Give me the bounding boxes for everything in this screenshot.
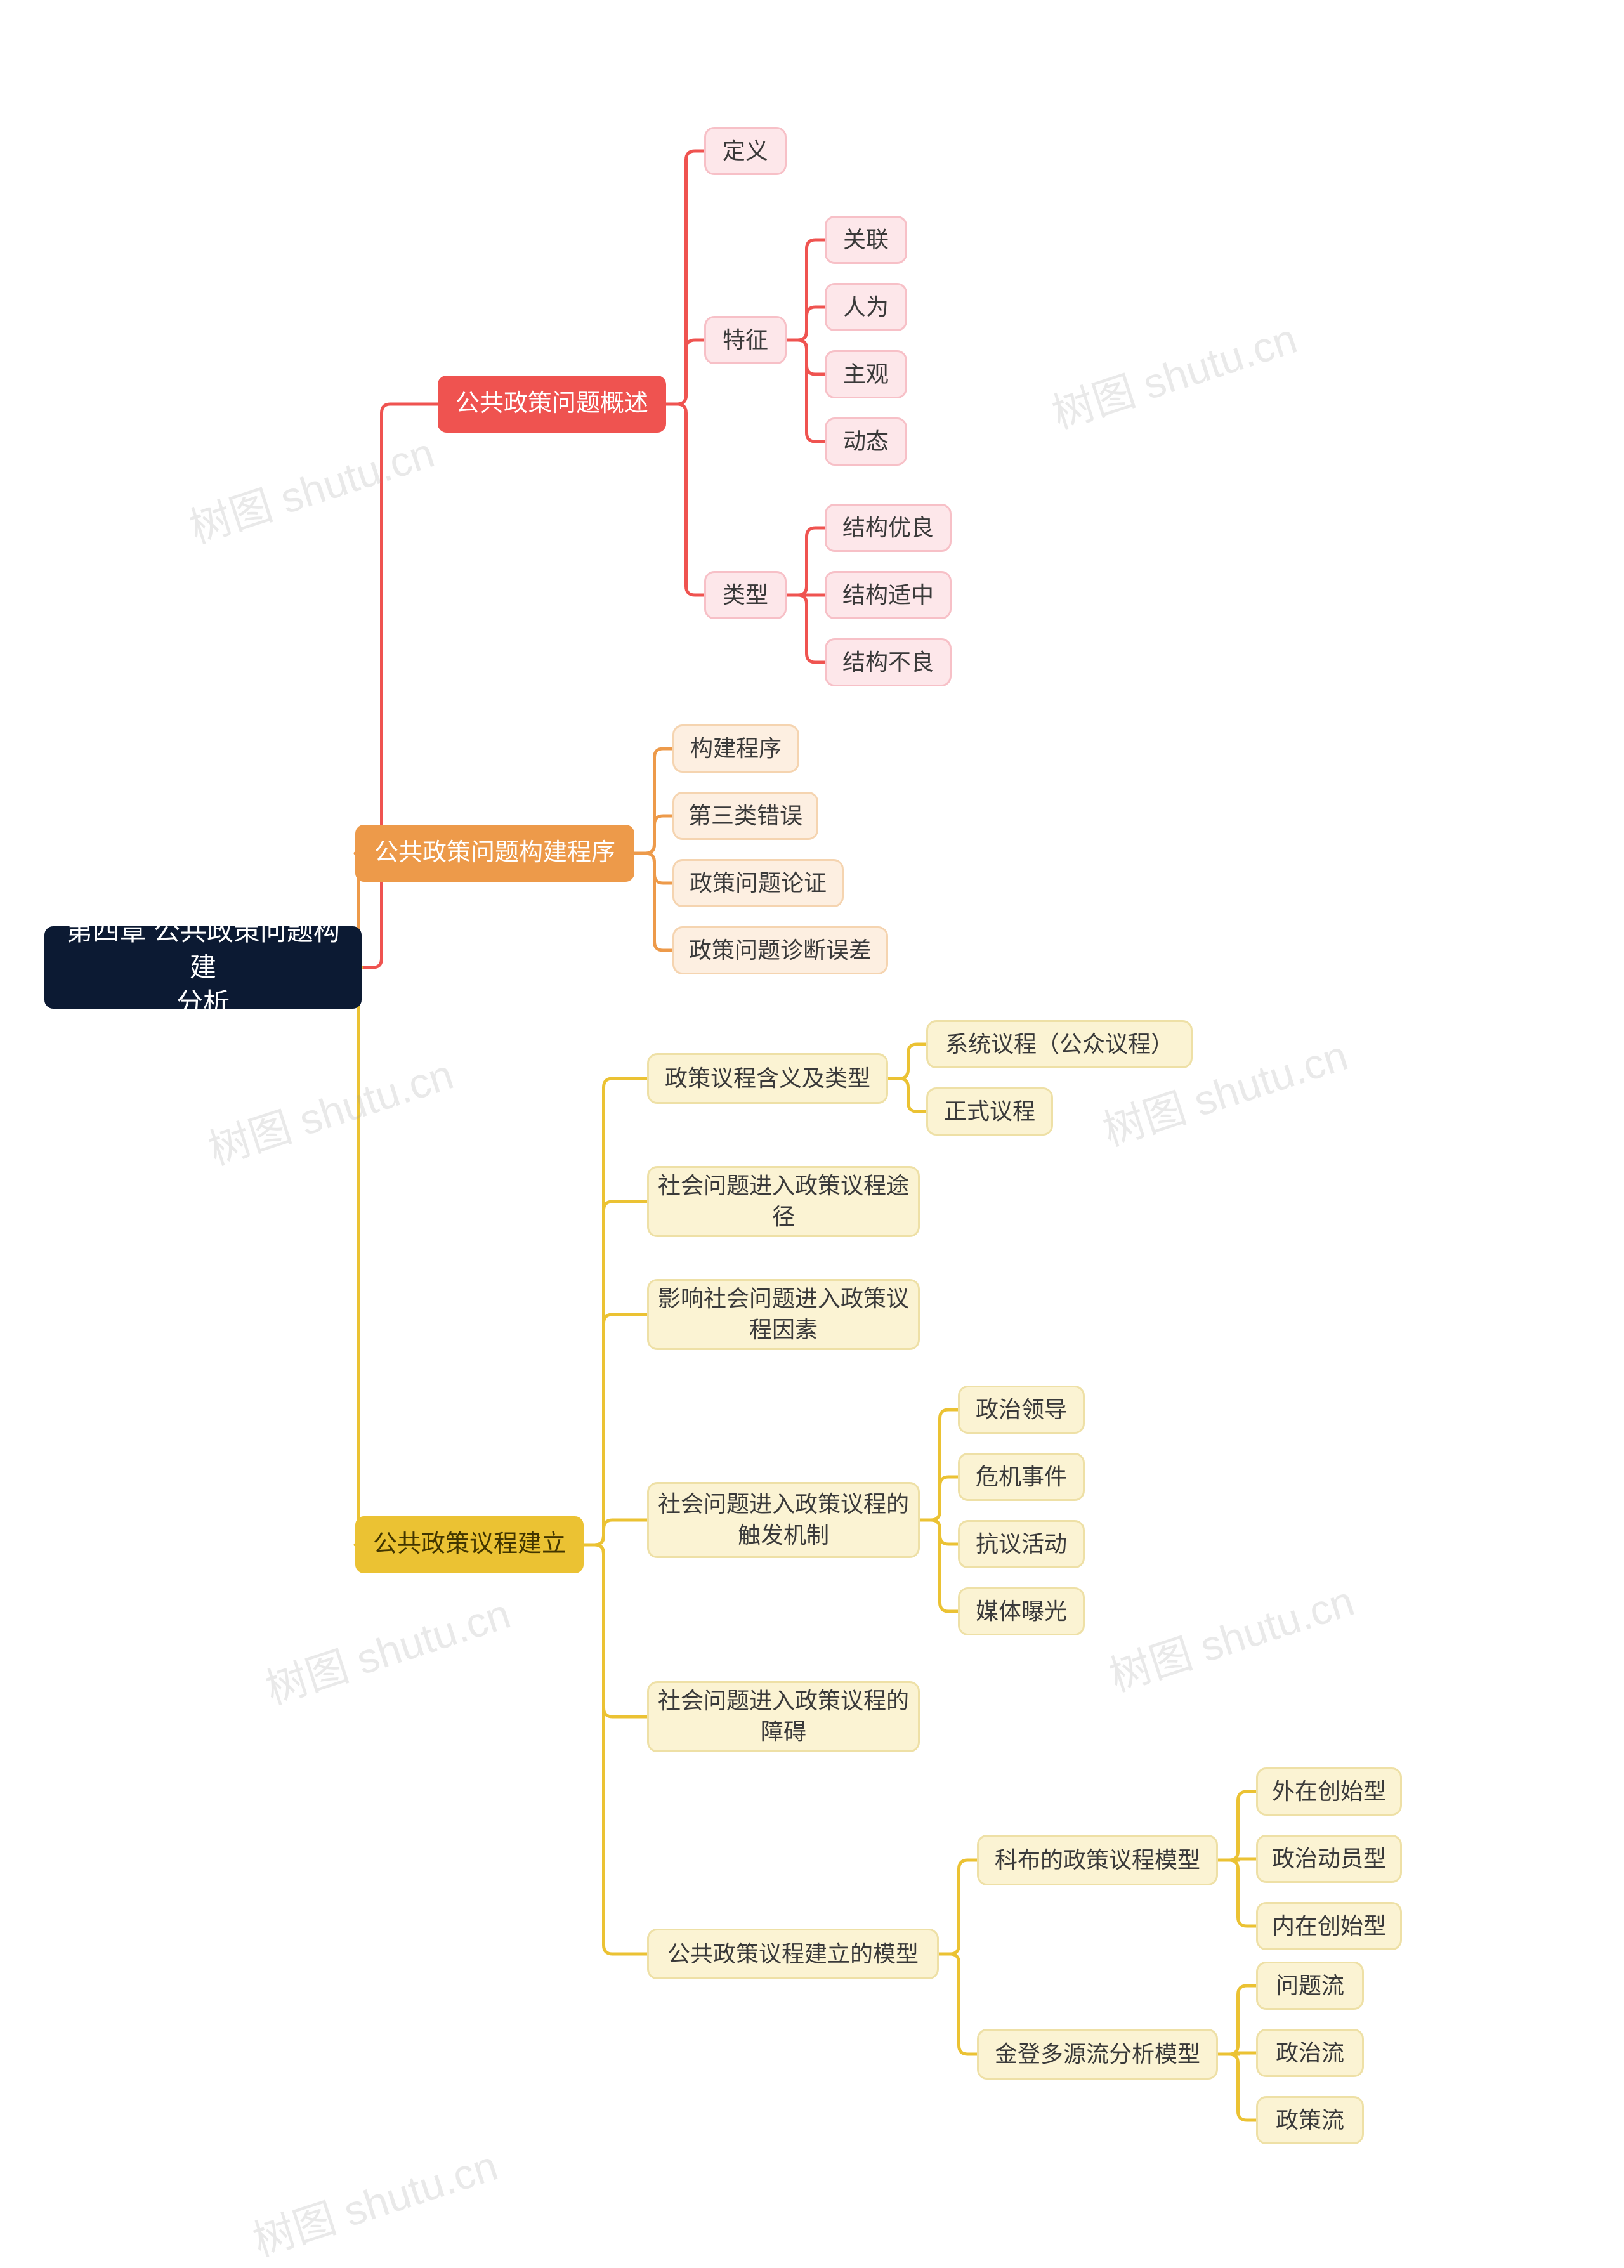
edge-b3c6b-b3c6b3 <box>1218 2054 1256 2120</box>
edge-b3-b3c5 <box>584 1545 647 1717</box>
mindmap-node-b3c6b1: 问题流 <box>1256 1962 1364 2010</box>
watermark: 树图 shutu.cn <box>181 419 441 556</box>
mindmap-node-b2c1: 构建程序 <box>672 724 799 773</box>
mindmap-node-b1c2b: 人为 <box>825 283 907 331</box>
mindmap-node-b3c6b3: 政策流 <box>1256 2096 1364 2144</box>
edge-b3-b3c4 <box>584 1520 647 1545</box>
edge-b3c6a-b3c6a1 <box>1218 1792 1256 1860</box>
edge-b3c4-b3c4a <box>920 1410 958 1520</box>
edge-b3c6-b3c6a <box>939 1860 977 1954</box>
edge-b3c6a-b3c6a3 <box>1218 1860 1256 1926</box>
watermark: 树图 shutu.cn <box>1101 1568 1361 1704</box>
watermark: 树图 shutu.cn <box>244 2132 504 2268</box>
mindmap-node-b3c6b: 金登多源流分析模型 <box>977 2029 1218 2080</box>
edge-b3c6b-b3c6b2 <box>1218 2053 1256 2054</box>
mindmap-node-b1c1: 定义 <box>704 127 787 175</box>
mindmap-node-b1c2c: 主观 <box>825 350 907 398</box>
mindmap-node-b3c6a2: 政治动员型 <box>1256 1835 1402 1883</box>
edge-b3-b3c3 <box>584 1314 647 1545</box>
edge-b1c3-b1c3a <box>787 528 825 595</box>
edge-b2-b2c2 <box>634 816 672 853</box>
mindmap-node-b3: 公共政策议程建立 <box>355 1516 584 1573</box>
edge-b3-b3c1 <box>584 1078 647 1545</box>
edge-b3-b3c2 <box>584 1202 647 1545</box>
edge-b1-b1c3 <box>666 404 704 595</box>
edge-b3c1-b3c1a <box>888 1044 926 1078</box>
mindmap-node-b1c3a: 结构优良 <box>825 504 952 552</box>
mindmap-node-b3c1: 政策议程含义及类型 <box>647 1053 888 1104</box>
mindmap-node-b2: 公共政策问题构建程序 <box>355 825 634 882</box>
edge-b3c4-b3c4d <box>920 1520 958 1611</box>
edge-b3c6b-b3c6b1 <box>1218 1986 1256 2054</box>
mindmap-node-b3c6a3: 内在创始型 <box>1256 1902 1402 1950</box>
mindmap-node-b2c3: 政策问题论证 <box>672 859 844 907</box>
edge-b3c6-b3c6b <box>939 1954 977 2054</box>
edge-b3c1-b3c1b <box>888 1078 926 1111</box>
mindmap-node-b3c3: 影响社会问题进入政策议 程因素 <box>647 1279 920 1350</box>
edge-root-b3 <box>355 967 362 1545</box>
mindmap-node-b3c6a: 科布的政策议程模型 <box>977 1835 1218 1885</box>
edge-b1-b1c2 <box>666 340 704 404</box>
mindmap-node-b1c3: 类型 <box>704 571 787 619</box>
watermark: 树图 shutu.cn <box>200 1041 460 1177</box>
edge-b1c2-b1c2d <box>787 340 825 442</box>
mindmap-node-b3c6: 公共政策议程建立的模型 <box>647 1929 939 1979</box>
mindmap-node-root: 第四章 公共政策问题构建 分析 <box>44 926 362 1009</box>
edge-b3c4-b3c4c <box>920 1520 958 1544</box>
edge-b1c2-b1c2b <box>787 307 825 340</box>
edge-b3c6a-b3c6a2 <box>1218 1859 1256 1860</box>
mindmap-node-b3c2: 社会问题进入政策议程途 径 <box>647 1166 920 1237</box>
mindmap-node-b1c2d: 动态 <box>825 417 907 466</box>
mindmap-node-b1: 公共政策问题概述 <box>438 376 666 433</box>
edge-b1-b1c1 <box>666 151 704 404</box>
mindmap-node-b3c4b: 危机事件 <box>958 1453 1085 1501</box>
mindmap-node-b3c5: 社会问题进入政策议程的 障碍 <box>647 1681 920 1752</box>
edge-b3c4-b3c4b <box>920 1477 958 1520</box>
mindmap-node-b1c3b: 结构适中 <box>825 571 952 619</box>
mindmap-node-b1c2a: 关联 <box>825 216 907 264</box>
mindmap-node-b3c4c: 抗议活动 <box>958 1520 1085 1568</box>
mindmap-node-b3c1b: 正式议程 <box>926 1087 1053 1136</box>
mindmap-node-b3c4a: 政治领导 <box>958 1386 1085 1434</box>
mindmap-node-b3c4: 社会问题进入政策议程的 触发机制 <box>647 1482 920 1558</box>
mindmap-node-b3c6b2: 政治流 <box>1256 2029 1364 2077</box>
edge-b1c2-b1c2a <box>787 240 825 340</box>
edge-b2-b2c4 <box>634 853 672 950</box>
watermark: 树图 shutu.cn <box>257 1580 517 1717</box>
edge-b3-b3c6 <box>584 1545 647 1954</box>
mindmap-node-b2c4: 政策问题诊断误差 <box>672 926 888 974</box>
edge-b2-b2c3 <box>634 853 672 883</box>
mindmap-node-b3c1a: 系统议程（公众议程） <box>926 1020 1193 1068</box>
mindmap-node-b3c4d: 媒体曝光 <box>958 1587 1085 1635</box>
edge-b1c2-b1c2c <box>787 340 825 374</box>
mindmap-node-b1c3c: 结构不良 <box>825 638 952 686</box>
watermark: 树图 shutu.cn <box>1044 305 1304 442</box>
edge-b2-b2c1 <box>634 749 672 853</box>
edge-root-b1 <box>362 404 438 967</box>
mindmap-node-b3c6a1: 外在创始型 <box>1256 1767 1402 1816</box>
edge-b1c3-b1c3c <box>787 595 825 662</box>
mindmap-node-b2c2: 第三类错误 <box>672 792 818 840</box>
mindmap-node-b1c2: 特征 <box>704 316 787 364</box>
